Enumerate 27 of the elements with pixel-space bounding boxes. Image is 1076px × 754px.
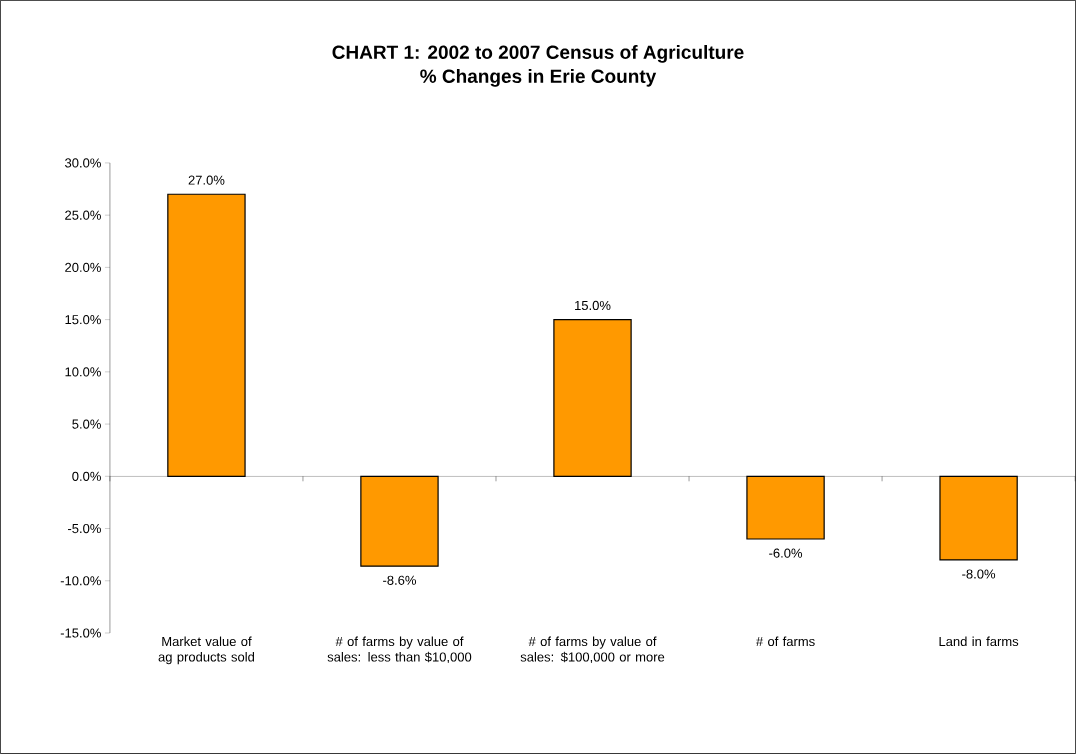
bar bbox=[939, 475, 1018, 561]
data-label: -8.0% bbox=[962, 569, 996, 579]
x-tick-label: # of farms bbox=[755, 636, 815, 647]
chart-title: CHART 1: 2002 to 2007 Census of Agriculture bbox=[332, 45, 744, 63]
data-label: -6.0% bbox=[769, 548, 803, 558]
bar bbox=[360, 475, 439, 567]
y-tick-label: 15.0% bbox=[65, 315, 101, 325]
data-label: 15.0% bbox=[575, 300, 611, 311]
y-tick-label: 20.0% bbox=[65, 262, 101, 273]
y-tick-label: 30.0% bbox=[65, 158, 101, 168]
bar bbox=[553, 319, 632, 477]
bar bbox=[167, 193, 246, 477]
x-tick-label: Market value of ag products sold bbox=[158, 636, 255, 665]
x-tick-label: # of farms by value of sales: less than $10,000 bbox=[327, 636, 472, 664]
x-tick-label: Land in farms bbox=[939, 636, 1019, 647]
y-tick-label: 0.0% bbox=[72, 471, 101, 481]
y-tick-label: 10.0% bbox=[65, 367, 101, 377]
data-label: -8.6% bbox=[383, 575, 417, 585]
chart-subtitle: % Changes in Erie County bbox=[420, 69, 657, 87]
data-label: 27.0% bbox=[188, 175, 225, 185]
y-tick-label: -10.0% bbox=[60, 576, 101, 586]
y-tick-label: 5.0% bbox=[72, 419, 101, 429]
y-tick-label: 25.0% bbox=[65, 210, 101, 220]
bar bbox=[746, 475, 825, 540]
y-tick-label: -15.0% bbox=[60, 628, 101, 638]
y-tick-label: -5.0% bbox=[68, 523, 101, 534]
x-tick-label: # of farms by value of sales: $100,000 or more bbox=[520, 636, 665, 664]
